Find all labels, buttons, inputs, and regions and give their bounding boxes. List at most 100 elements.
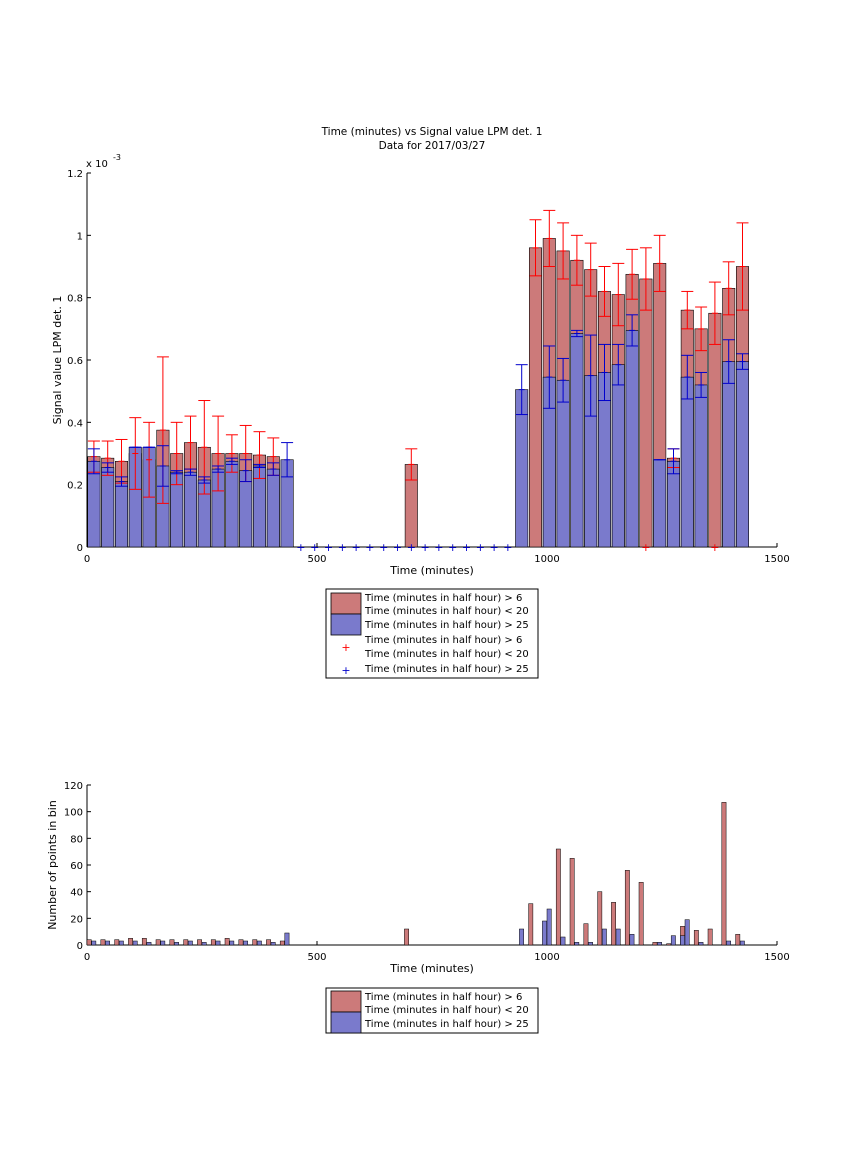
hist-bar-group1 [114,939,120,946]
x-tick-label: 0 [84,952,90,963]
y-tick-label: 80 [70,834,83,845]
chart-subtitle: Data for 2017/03/27 [379,140,486,152]
errorbar-group2 [267,462,280,476]
hist-bar-group1 [693,930,699,946]
hist-bar-group1 [597,891,603,946]
signal-plot: 0 500 1000 1500 0 0.2 0.4 0.6 0.8 1 1.2 + + + + + + + + + + +… [67,169,790,565]
errorbar-group2 [253,463,266,469]
y-axis-label: Number of points in bin [46,800,59,930]
hist-bar-group1 [721,802,727,946]
zero-marker-group1: + [710,541,719,554]
errorbar-group2 [87,448,100,475]
errorbar-group2 [225,457,238,465]
legend: Time (minutes in half hour) > 6 Time (mi… [325,588,539,679]
errorbar-group1 [681,290,694,330]
bar-group2 [735,361,749,548]
errorbar-group2 [681,354,694,400]
hist-bar-group1 [611,902,616,946]
errorbar-group1 [653,234,666,292]
errorbar-group1 [212,415,225,492]
zero-marker-group2: + [351,541,360,554]
y-tick-label: 0.4 [67,418,83,429]
bar-group2 [225,460,239,548]
hist-bar-group2 [160,940,166,946]
y-tick-label: 0 [77,543,83,554]
hist-bar-group2 [118,940,124,946]
hist-bar-group2 [243,940,248,946]
hist-bar-group1 [266,939,271,946]
hist-bar-group1 [100,939,106,946]
hist-bar-group2 [229,940,235,946]
bar-group2 [101,467,115,548]
x-tick-label: 500 [307,952,326,963]
hist-bar-group2 [542,920,547,946]
hist-bar-group2 [680,935,685,946]
legend-swatch-group2-bar [330,613,362,636]
errorbar-group1 [708,281,721,345]
y-tick-label: 120 [64,781,83,792]
legend-swatch-group1-bar [330,592,362,615]
errorbar-group1 [543,209,556,267]
zero-marker-group2: + [489,541,498,554]
hist-bar-group2 [187,940,193,946]
errorbar-group2 [722,339,735,384]
y-tick-label: 0 [77,941,83,952]
errorbar-group2 [626,314,639,347]
y-axis-label: Signal value LPM det. 1 [51,296,64,425]
zero-marker-group2: + [476,541,485,554]
hist-bar-group2 [657,942,662,946]
hist-bar-group1 [404,928,409,946]
errorbar-group1 [722,261,735,316]
zero-marker-group2: + [365,541,374,554]
y-tick-label: 0.6 [67,356,83,367]
zero-marker-group2: + [462,541,471,554]
hist-bar-group1 [86,939,92,946]
hist-bar-group2 [698,942,704,946]
zero-marker-group1: + [641,541,650,554]
x-tick-label: 1000 [534,952,559,963]
legend-label: Time (minutes in half hour) > 25 [364,620,529,631]
zero-marker-group2: + [310,541,319,554]
y-tick-label: 1.2 [67,169,83,180]
hist-bar-group2 [91,940,97,946]
errorbar-group1 [225,434,238,473]
errorbar-group2 [584,334,597,417]
hist-bar-group2 [560,936,566,946]
hist-bar-group1 [279,940,285,946]
errorbar-group1 [626,248,639,300]
hist-bar-group1 [624,870,630,946]
legend: Time (minutes in half hour) > 6 Time (mi… [325,987,539,1034]
errorbar-group1 [557,222,570,280]
errorbar-group2 [557,357,570,403]
x-axis-label: Time (minutes) [389,564,474,577]
legend-swatch-group1-bar [330,990,362,1013]
hist-bar-group2 [174,942,179,946]
errorbar-group2 [281,442,294,478]
y-tick-label: 0.2 [67,481,83,492]
errorbar-group1 [129,417,142,490]
legend-label: Time (minutes in half hour) > 6 [364,992,522,1003]
zero-marker-group2: + [503,541,512,554]
errorbar-group2 [170,470,183,475]
errorbar-group1 [170,421,183,486]
hist-bar-group2 [574,942,580,946]
zero-marker-group2: + [338,541,347,554]
hist-bar-group2 [256,940,262,946]
bar-group2 [625,330,639,548]
hist-bar-group1 [197,939,202,946]
legend-label: Time (minutes in half hour) > 25 [364,664,529,675]
zero-marker-group2: + [296,541,305,554]
errorbar-group2 [184,468,197,476]
zero-marker-group2: + [393,541,402,554]
bar-group1 [639,278,653,548]
hist-bar-group2 [615,928,621,946]
errorbar-group2 [667,448,680,475]
hist-bar-group2 [726,940,731,946]
hist-bar-group1 [169,939,175,946]
bar-group2 [556,379,570,548]
errorbar-group2 [543,345,556,409]
errorbar-group1 [253,431,266,479]
errorbar-group2 [570,329,583,338]
x-tick-label: 500 [307,554,326,565]
hist-bar-group2 [519,928,524,946]
